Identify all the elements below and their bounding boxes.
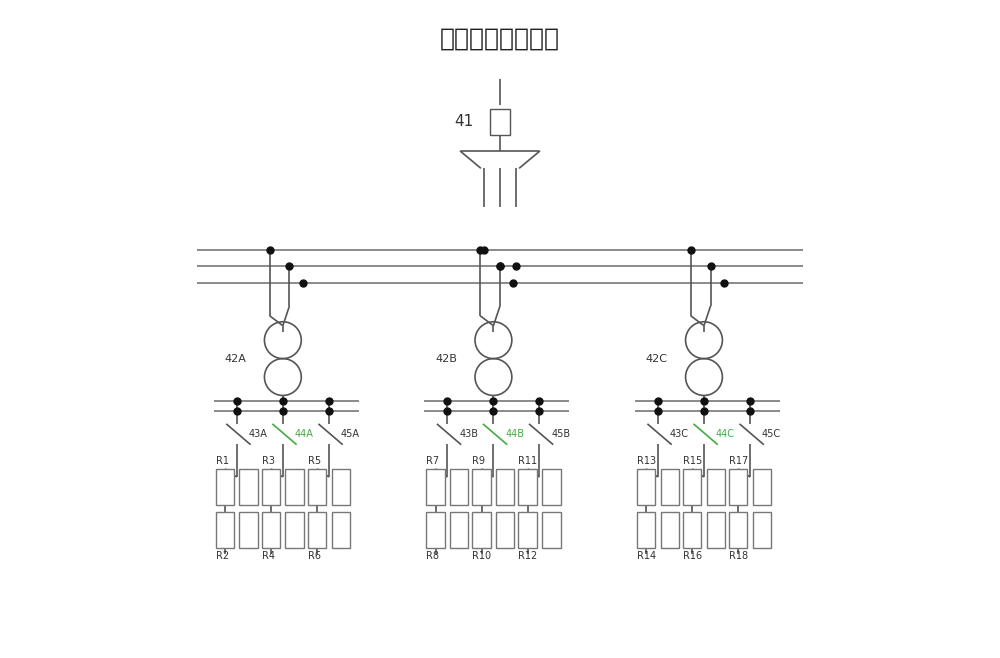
Bar [683, 512, 701, 547]
Text: R13: R13 [637, 455, 656, 466]
Bar [262, 468, 280, 505]
Bar [637, 468, 655, 505]
Text: 45A: 45A [341, 429, 360, 440]
Text: 44B: 44B [505, 429, 524, 440]
Text: R11: R11 [518, 455, 538, 466]
Bar [285, 468, 304, 505]
Bar [332, 468, 350, 505]
Bar [450, 512, 468, 547]
Text: R4: R4 [262, 551, 275, 561]
Bar [637, 512, 655, 547]
Bar [496, 512, 514, 547]
Text: 电炉变压器一次侧: 电炉变压器一次侧 [440, 26, 560, 50]
Bar [332, 512, 350, 547]
Bar [426, 512, 445, 547]
Bar [753, 468, 771, 505]
Bar [496, 468, 514, 505]
Bar [683, 468, 701, 505]
Text: R15: R15 [683, 455, 702, 466]
Text: 45B: 45B [551, 429, 570, 440]
Text: 44C: 44C [716, 429, 735, 440]
Bar [216, 468, 234, 505]
Bar [216, 512, 234, 547]
Text: R2: R2 [216, 551, 229, 561]
Text: R8: R8 [426, 551, 439, 561]
Bar [542, 468, 561, 505]
Bar [661, 512, 679, 547]
Bar [239, 512, 258, 547]
Text: 43A: 43A [249, 429, 268, 440]
Bar [285, 512, 304, 547]
Text: 43C: 43C [670, 429, 689, 440]
Bar [450, 468, 468, 505]
Bar [472, 512, 491, 547]
Text: R18: R18 [729, 551, 748, 561]
Bar [262, 512, 280, 547]
Text: 42B: 42B [435, 353, 457, 364]
Text: R1: R1 [216, 455, 229, 466]
Bar [707, 512, 725, 547]
Bar [729, 512, 747, 547]
Bar [426, 468, 445, 505]
Bar [239, 468, 258, 505]
Bar [518, 468, 537, 505]
Bar [518, 512, 537, 547]
Text: R9: R9 [472, 455, 485, 466]
Bar [308, 512, 326, 547]
Text: 41: 41 [454, 114, 474, 129]
Text: 43B: 43B [459, 429, 478, 440]
Bar [753, 512, 771, 547]
Text: R16: R16 [683, 551, 702, 561]
Bar [542, 512, 561, 547]
Bar [661, 468, 679, 505]
Text: 45C: 45C [762, 429, 781, 440]
Bar [729, 468, 747, 505]
Text: 44A: 44A [295, 429, 314, 440]
Text: R10: R10 [472, 551, 491, 561]
Text: R14: R14 [637, 551, 656, 561]
Text: R17: R17 [729, 455, 748, 466]
Text: R12: R12 [518, 551, 538, 561]
Text: R3: R3 [262, 455, 275, 466]
Bar [707, 468, 725, 505]
Text: R6: R6 [308, 551, 321, 561]
Text: R7: R7 [426, 455, 439, 466]
Text: 42A: 42A [225, 353, 247, 364]
Text: R5: R5 [308, 455, 321, 466]
Bar [490, 109, 510, 135]
Text: 42C: 42C [646, 353, 668, 364]
Bar [472, 468, 491, 505]
Bar [308, 468, 326, 505]
